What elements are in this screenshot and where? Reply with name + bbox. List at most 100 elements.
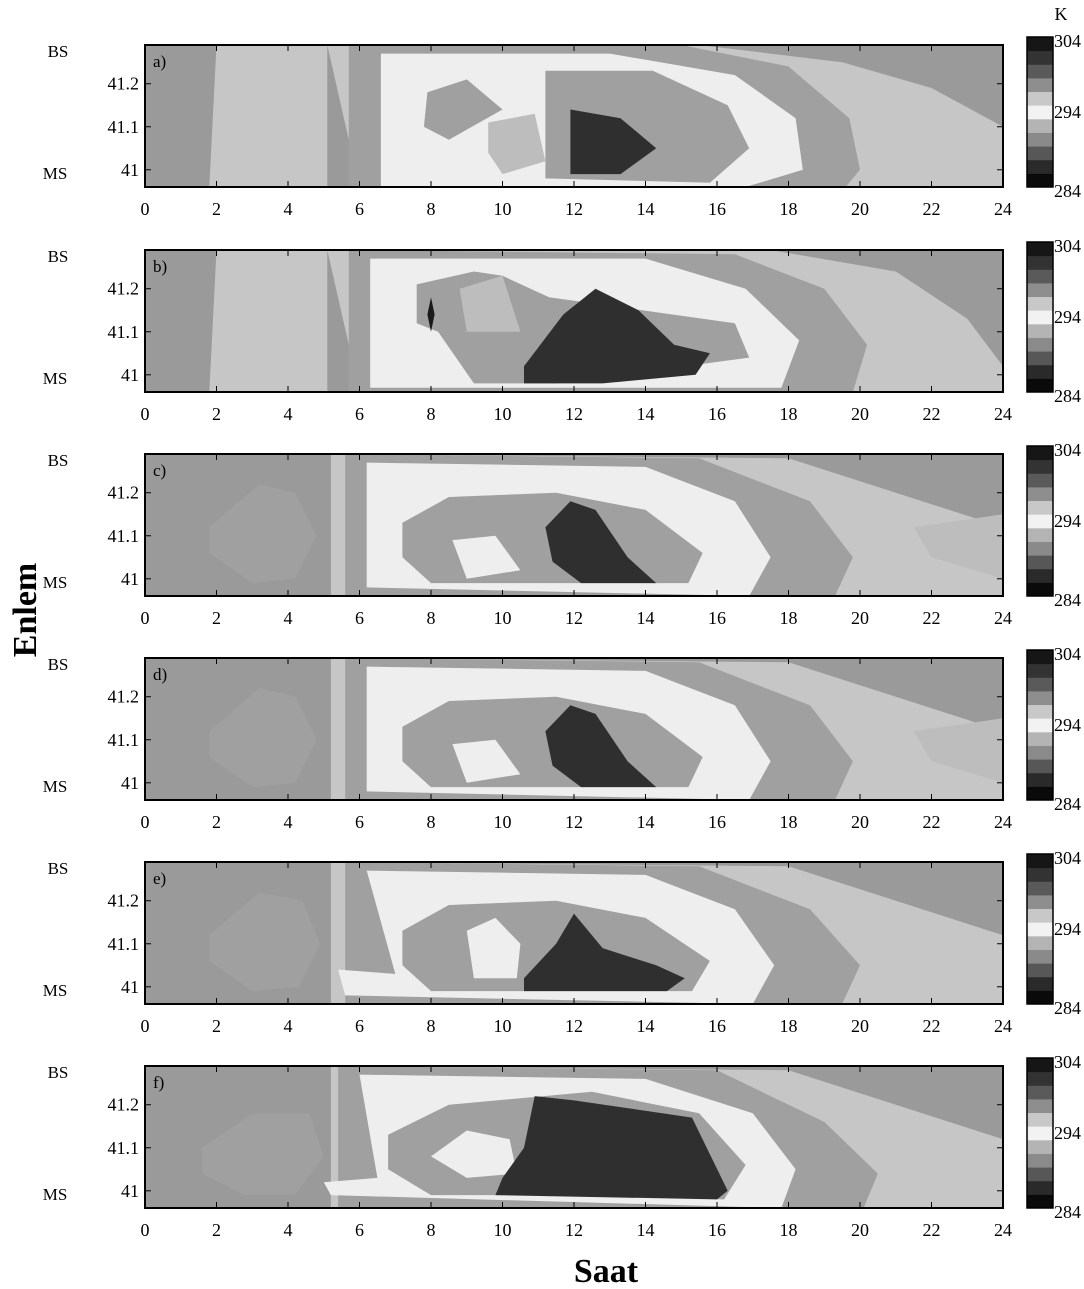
contour-region: [488, 113, 546, 175]
x-tick-label: 8: [427, 1220, 436, 1240]
x-tick-label: 10: [494, 404, 512, 424]
side-label-bs: BS: [48, 42, 69, 61]
x-tick-label: 16: [708, 404, 726, 424]
y-tick-label: 41.2: [108, 1095, 140, 1115]
x-tick-label: 20: [851, 199, 869, 219]
x-tick-label: 24: [994, 404, 1012, 424]
y-tick-label: 41.1: [108, 117, 140, 137]
colorbar-step: [1027, 269, 1053, 284]
colorbar-min-label: 284: [1054, 794, 1081, 814]
x-tick-label: 8: [427, 199, 436, 219]
x-tick-label: 18: [780, 404, 798, 424]
colorbar-step: [1027, 922, 1053, 937]
x-tick-label: 12: [565, 812, 583, 832]
contour-region: [495, 1096, 728, 1200]
colorbar-step: [1027, 77, 1053, 93]
colorbar-step: [1027, 1167, 1053, 1182]
colorbar-step: [1027, 718, 1053, 733]
x-tick-label: 2: [212, 812, 221, 832]
y-tick-label: 41: [121, 160, 139, 180]
y-tick-label: 41: [121, 1181, 139, 1201]
panel-c: 0 2 4 6 8 10 12 14 16 18 20 22 244141.141.2c)BSMS304…: [43, 440, 1081, 628]
x-tick-label: 24: [994, 1016, 1012, 1036]
contour-region: [209, 892, 321, 992]
contour-region: [209, 688, 317, 788]
side-label-bs: BS: [48, 451, 69, 470]
colorbar-step: [1027, 351, 1053, 366]
colorbar-step: [1027, 282, 1053, 298]
x-tick-label: 18: [780, 1220, 798, 1240]
colorbar-step: [1027, 50, 1053, 65]
x-tick-label: 22: [923, 1016, 941, 1036]
x-tick-label: 14: [637, 812, 655, 832]
x-tick-label: 16: [708, 812, 726, 832]
colorbar-step: [1027, 1126, 1053, 1141]
x-tick-label: 0: [141, 608, 150, 628]
x-tick-label: 20: [851, 812, 869, 832]
x-tick-label: 0: [141, 199, 150, 219]
colorbar-max-label: 304: [1054, 440, 1081, 460]
x-tick-label: 14: [637, 199, 655, 219]
x-tick-label: 8: [427, 404, 436, 424]
colorbar-step: [1027, 935, 1053, 950]
colorbar-step: [1027, 473, 1053, 488]
colorbar-step: [1027, 159, 1053, 174]
colorbar-step: [1027, 146, 1053, 161]
x-tick-label: 10: [494, 1220, 512, 1240]
colorbar-step: [1027, 772, 1053, 787]
colorbar-step: [1027, 976, 1053, 991]
colorbar-step: [1027, 242, 1053, 257]
colorbar-step: [1027, 1139, 1053, 1154]
y-tick-label: 41.1: [108, 730, 140, 750]
x-tick-label: 8: [427, 1016, 436, 1036]
x-tick-label: 16: [708, 199, 726, 219]
colorbar-step: [1027, 486, 1053, 502]
colorbar-step: [1027, 1071, 1053, 1086]
y-tick-label: 41: [121, 365, 139, 385]
colorbar-min-label: 284: [1054, 386, 1081, 406]
colorbar-step: [1027, 1112, 1053, 1127]
colorbar-unit-label: K: [1055, 4, 1068, 24]
x-tick-label: 16: [708, 1220, 726, 1240]
x-tick-label: 12: [565, 608, 583, 628]
x-tick-label: 4: [284, 608, 293, 628]
colorbar-step: [1027, 894, 1053, 910]
x-tick-label: 4: [284, 1016, 293, 1036]
contour-region: [209, 484, 317, 584]
x-tick-label: 4: [284, 1220, 293, 1240]
x-tick-label: 4: [284, 199, 293, 219]
x-tick-label: 6: [355, 812, 364, 832]
x-tick-label: 18: [780, 608, 798, 628]
panel-d: 0 2 4 6 8 10 12 14 16 18 20 22 244141.141.2d)BSMS304…: [43, 644, 1081, 832]
colorbar-step: [1027, 37, 1053, 52]
x-tick-label: 12: [565, 199, 583, 219]
x-tick-label: 20: [851, 1016, 869, 1036]
colorbar-max-label: 304: [1054, 31, 1081, 51]
x-tick-label: 22: [923, 404, 941, 424]
panels: 0 2 4 6 8 10 12 14 16 18 20 22 244141.141.2a)BSMS304…: [43, 4, 1081, 1240]
contour-region: [466, 917, 521, 979]
colorbar-step: [1027, 690, 1053, 706]
x-tick-label: 6: [355, 608, 364, 628]
x-tick-label: 20: [851, 404, 869, 424]
colorbar-step: [1027, 378, 1053, 393]
x-tick-label: 0: [141, 404, 150, 424]
colorbar-step: [1027, 1085, 1053, 1100]
colorbar-mid-label: 294: [1054, 919, 1081, 939]
colorbar-min-label: 284: [1054, 998, 1081, 1018]
colorbar-step: [1027, 786, 1053, 801]
colorbar-step: [1027, 555, 1053, 570]
x-tick-label: 4: [284, 404, 293, 424]
colorbar-step: [1027, 91, 1053, 106]
colorbar-step: [1027, 759, 1053, 774]
y-tick-label: 41.2: [108, 687, 140, 707]
side-label-ms: MS: [43, 777, 68, 796]
y-tick-label: 41: [121, 977, 139, 997]
colorbar-step: [1027, 1098, 1053, 1114]
y-tick-label: 41.1: [108, 934, 140, 954]
panel-a: 0 2 4 6 8 10 12 14 16 18 20 22 244141.141.2a)BSMS304…: [43, 4, 1081, 219]
colorbar-step: [1027, 568, 1053, 583]
x-tick-label: 10: [494, 199, 512, 219]
colorbar-max-label: 304: [1054, 644, 1081, 664]
